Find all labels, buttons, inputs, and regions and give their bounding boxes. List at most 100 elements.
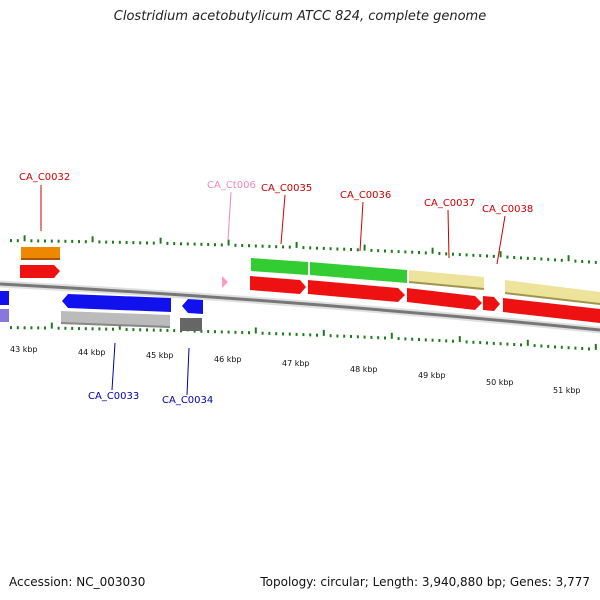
gene-label[interactable]: CA_C0032	[19, 172, 70, 183]
minor-tick	[200, 242, 203, 246]
minor-tick	[377, 249, 380, 253]
cds-arrow-left-edge[interactable]	[0, 291, 9, 305]
minor-tick	[363, 335, 366, 339]
minor-tick	[397, 337, 400, 341]
minor-tick	[268, 331, 271, 335]
minor-tick	[506, 255, 509, 259]
gene-bar-next[interactable]	[505, 280, 600, 305]
minor-tick	[418, 251, 420, 254]
gene-label[interactable]: CA_C0036	[340, 190, 391, 201]
kbp-label: 50 kbp	[486, 378, 514, 387]
minor-tick	[146, 241, 148, 245]
major-tick	[227, 239, 230, 246]
minor-tick	[574, 346, 577, 350]
minor-tick	[343, 334, 346, 338]
gene-bar-ca-c0035[interactable]	[251, 258, 308, 275]
cds-arrow-ca-c0034[interactable]	[182, 299, 203, 314]
kbp-label: 49 kbp	[418, 371, 446, 380]
major-tick	[254, 327, 257, 334]
minor-tick	[465, 253, 468, 257]
minor-tick	[105, 240, 108, 244]
gene-bar-ca-c0036[interactable]	[310, 262, 407, 283]
minor-tick	[193, 242, 196, 246]
minor-tick	[105, 327, 108, 331]
minor-tick	[554, 258, 556, 262]
minor-tick	[336, 247, 339, 251]
minor-tick	[23, 326, 26, 330]
minor-tick	[268, 244, 271, 248]
minor-tick	[479, 341, 482, 345]
minor-tick	[588, 347, 590, 351]
minor-tick	[492, 341, 495, 345]
cds-arrow-next[interactable]	[503, 298, 600, 323]
genome-backbone-line	[0, 282, 600, 332]
minor-tick	[10, 239, 12, 243]
minor-tick	[220, 330, 223, 334]
gene-bar-shade	[409, 281, 484, 290]
gene-bar-shade	[505, 292, 600, 305]
kbp-labels: 43 kbp 44 kbp 45 kbp 46 kbp 47 kbp 48 kb…	[10, 345, 581, 395]
minor-tick	[78, 327, 80, 331]
cds-arrow-ca-c0032[interactable]	[20, 265, 60, 278]
map-title: Clostridium acetobutylicum ATCC 824, com…	[113, 9, 487, 24]
minor-tick	[275, 245, 278, 249]
minor-tick	[479, 254, 482, 258]
minor-tick	[492, 254, 495, 258]
trna-marker-ca-ct006[interactable]	[222, 276, 228, 288]
cds-arrow-ca-c0035[interactable]	[250, 276, 306, 294]
minor-tick	[166, 328, 169, 332]
minor-tick	[84, 240, 87, 244]
minor-tick	[520, 343, 522, 347]
minor-tick	[309, 246, 312, 250]
minor-tick	[411, 250, 414, 254]
gene-bar-left-edge[interactable]	[0, 309, 9, 322]
forward-tick-row	[10, 235, 597, 264]
minor-tick	[254, 244, 257, 248]
minor-tick	[533, 344, 536, 348]
minor-tick	[173, 329, 176, 333]
minor-tick	[16, 239, 19, 243]
minor-tick	[486, 341, 488, 345]
gene-label[interactable]: CA_Ct006	[207, 180, 256, 191]
kbp-label: 51 kbp	[553, 386, 581, 395]
minor-tick	[139, 241, 142, 245]
minor-tick	[343, 247, 346, 251]
minor-tick	[560, 345, 563, 349]
minor-tick	[574, 259, 577, 263]
cds-arrow-ca-c0038[interactable]	[483, 296, 500, 311]
minor-tick	[180, 242, 182, 246]
minor-tick	[248, 244, 250, 248]
major-tick	[594, 343, 597, 350]
minor-tick	[282, 332, 284, 336]
gene-bar-shade	[21, 258, 60, 260]
gene-bar-ca-c0032[interactable]	[21, 247, 60, 260]
minor-tick	[159, 328, 162, 332]
gene-bar-ca-c0037[interactable]	[409, 270, 484, 290]
minor-tick	[275, 332, 278, 336]
gene-label[interactable]: CA_C0034	[162, 395, 213, 406]
gene-label[interactable]: CA_C0033	[88, 391, 139, 402]
gene-labels: CA_C0032 CA_Ct006 CA_C0035 CA_C0036 CA_C…	[19, 172, 533, 406]
major-tick	[50, 322, 53, 329]
minor-tick	[30, 239, 33, 243]
minor-tick	[384, 249, 386, 253]
minor-tick	[540, 257, 543, 261]
minor-tick	[64, 239, 67, 243]
minor-tick	[445, 252, 448, 256]
gene-label[interactable]: CA_C0038	[482, 204, 533, 215]
minor-tick	[166, 241, 169, 245]
cds-arrow-ca-c0037[interactable]	[407, 288, 482, 310]
minor-tick	[84, 327, 87, 331]
gene-label[interactable]: CA_C0037	[424, 198, 475, 209]
cds-arrow-ca-c0036[interactable]	[308, 280, 405, 302]
minor-tick	[139, 328, 142, 332]
label-leaders	[40, 185, 506, 396]
minor-tick	[554, 345, 556, 349]
accession-label: Accession: NC_003030	[9, 575, 146, 589]
minor-tick	[302, 333, 305, 337]
minor-tick	[520, 256, 522, 260]
minor-tick	[526, 256, 529, 260]
gene-bar-ca-c0034[interactable]	[180, 318, 202, 331]
cds-arrow-ca-c0033[interactable]	[62, 294, 171, 312]
gene-label[interactable]: CA_C0035	[261, 183, 312, 194]
